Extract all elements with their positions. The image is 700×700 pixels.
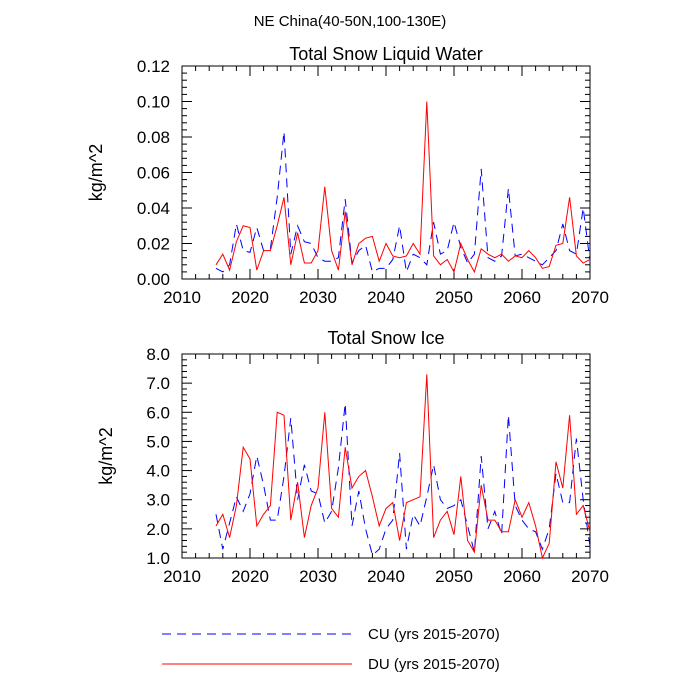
snow-liquid-water-title: Total Snow Liquid Water xyxy=(289,44,482,64)
snow-liquid-water-ytick-label: 0.04 xyxy=(137,199,170,218)
snow-ice-xtick-label: 2010 xyxy=(163,567,201,586)
snow-liquid-water-ylabel: kg/m^2 xyxy=(86,144,106,201)
snow-ice-xtick-label: 2060 xyxy=(503,567,541,586)
figure-title: NE China(40-50N,100-130E) xyxy=(254,13,447,30)
snow-ice-ytick-label: 8.0 xyxy=(146,345,170,364)
snow-ice-xtick-label: 2050 xyxy=(435,567,473,586)
chart-snow-liquid-water: Total Snow Liquid Water kg/m^2 2010 2020 203… xyxy=(86,44,609,307)
snow-ice-ytick-label: 2.0 xyxy=(146,520,170,539)
snow-liquid-water-ytick-label: 0.02 xyxy=(137,235,170,254)
snow-ice-xtick-label: 2020 xyxy=(231,567,269,586)
snow-liquid-water-frame xyxy=(181,65,591,280)
snow-liquid-water-ytick-label: 0.08 xyxy=(137,128,170,147)
snow-ice-series-cu xyxy=(215,403,591,556)
snow-liquid-water-xtick-label: 2050 xyxy=(435,288,473,307)
snow-liquid-water-xtick-label: 2070 xyxy=(571,288,609,307)
snow-liquid-water-ytick-label: 0.00 xyxy=(137,270,170,289)
snow-ice-series-du xyxy=(215,374,591,560)
chart-snow-ice: Total Snow Ice kg/m^2 2010 2020 2030 2040 2050… xyxy=(96,328,609,586)
snow-liquid-water-ytick-label: 0.10 xyxy=(137,93,170,112)
snow-ice-ytick-label: 7.0 xyxy=(146,374,170,393)
snow-ice-ytick-label: 1.0 xyxy=(146,549,170,568)
snow-liquid-water-ytick-label: 0.06 xyxy=(137,164,170,183)
snow-ice-frame xyxy=(181,353,591,559)
snow-liquid-water-series-cu xyxy=(215,131,591,274)
snow-ice-ytick-label: 4.0 xyxy=(146,462,170,481)
snow-liquid-water-xtick-label: 2030 xyxy=(299,288,337,307)
legend-label-cu: CU (yrs 2015-2070) xyxy=(368,626,500,643)
snow-ice-xtick-label: 2030 xyxy=(299,567,337,586)
snow-ice-ytick-label: 6.0 xyxy=(146,403,170,422)
snow-liquid-water-xtick-label: 2040 xyxy=(367,288,405,307)
snow-liquid-water-xtick-label: 2020 xyxy=(231,288,269,307)
snow-ice-ytick-label: 5.0 xyxy=(146,432,170,451)
snow-ice-ylabel: kg/m^2 xyxy=(96,427,116,484)
legend: CU (yrs 2015-2070) DU (yrs 2015-2070) xyxy=(162,626,500,673)
legend-label-du: DU (yrs 2015-2070) xyxy=(368,656,500,673)
snow-liquid-water-xtick-label: 2060 xyxy=(503,288,541,307)
snow-ice-xtick-label: 2040 xyxy=(367,567,405,586)
snow-liquid-water-xtick-label: 2010 xyxy=(163,288,201,307)
snow-liquid-water-series-du xyxy=(215,101,591,274)
snow-ice-ytick-label: 3.0 xyxy=(146,491,170,510)
snow-ice-title: Total Snow Ice xyxy=(327,328,444,348)
snow-ice-xtick-label: 2070 xyxy=(571,567,609,586)
snow-liquid-water-ytick-label: 0.12 xyxy=(137,57,170,76)
